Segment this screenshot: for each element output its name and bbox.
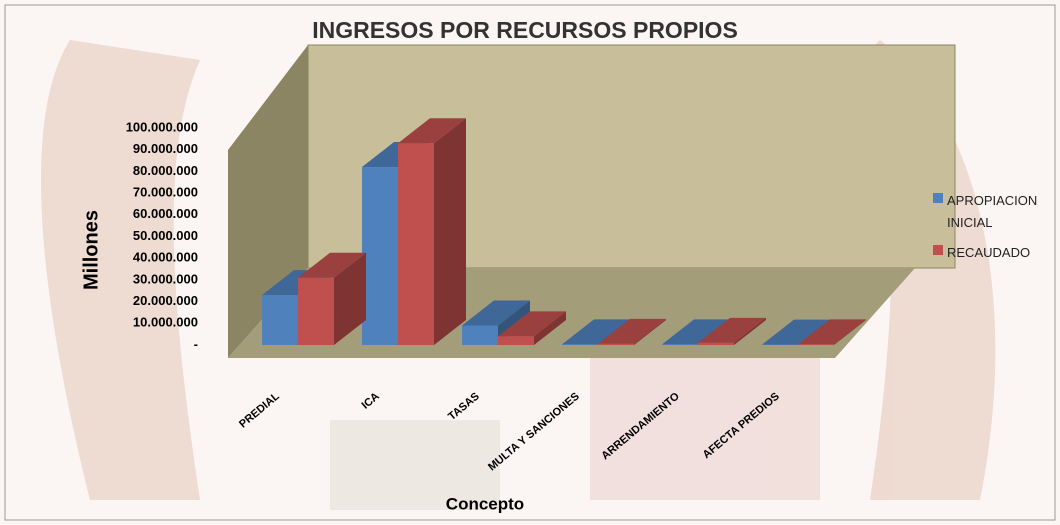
x-tick-label: PREDIAL: [237, 390, 282, 430]
bar-side: [834, 319, 866, 345]
legend-swatch: [933, 193, 943, 203]
chart-border: [4, 4, 1056, 521]
bar-top: [562, 319, 630, 345]
y-tick-label: -: [194, 336, 198, 351]
x-tick-label: TASAS: [446, 390, 482, 423]
y-tick-label: 10.000.000: [133, 315, 198, 330]
bar-side: [634, 318, 666, 345]
bar-front: [598, 343, 634, 345]
bar-top: [798, 319, 866, 345]
bar: [298, 252, 366, 345]
bar: [598, 318, 666, 345]
y-tick-label: 70.000.000: [133, 185, 198, 200]
chart-title: INGRESOS POR RECURSOS PROPIOS: [312, 17, 738, 43]
x-axis-title: Concepto: [446, 494, 524, 513]
x-tick-label: ICA: [360, 390, 382, 411]
legend-label: APROPIACION INICIAL: [947, 193, 1038, 230]
legend-label: RECAUDADO: [947, 245, 1031, 260]
y-tick-label: 50.000.000: [133, 228, 198, 243]
bar-front: [362, 167, 398, 345]
bar-front: [698, 342, 734, 345]
y-axis-title: Millones: [80, 210, 102, 290]
legend-swatch: [933, 245, 943, 255]
bar-top: [598, 318, 666, 344]
legend-item: APROPIACION INICIAL: [933, 190, 1053, 234]
y-tick-label: 20.000.000: [133, 293, 198, 308]
bar-top: [498, 311, 566, 337]
bar-side: [334, 252, 366, 345]
bar-front: [662, 344, 698, 345]
bar: [798, 319, 866, 345]
legend-item: RECAUDADO: [933, 242, 1053, 264]
bar-front: [798, 344, 834, 345]
bar-top: [398, 118, 466, 144]
y-tick-label: 100.000.000: [126, 119, 198, 134]
bar-front: [262, 295, 298, 345]
bar-front: [298, 277, 334, 345]
bar-top: [298, 252, 366, 278]
x-tick-label: MULTA Y SANCIONES: [486, 390, 582, 473]
y-tick-label: 90.000.000: [133, 141, 198, 156]
bar-top: [698, 317, 766, 343]
bar-top: [662, 319, 730, 345]
y-tick-label: 60.000.000: [133, 206, 198, 221]
bar-front: [398, 143, 434, 345]
bar: [498, 311, 566, 345]
y-tick-label: 40.000.000: [133, 250, 198, 265]
bar: [698, 317, 766, 345]
bar-top: [762, 319, 830, 345]
bar-side: [534, 311, 566, 345]
y-tick-label: 30.000.000: [133, 271, 198, 286]
bar-front: [562, 344, 598, 345]
bar: [398, 118, 466, 345]
bar-top: [462, 300, 530, 326]
bar-side: [734, 317, 766, 345]
y-tick-label: 80.000.000: [133, 163, 198, 178]
bar-front: [462, 325, 498, 345]
bar-side: [434, 118, 466, 345]
bar-front: [498, 336, 534, 345]
